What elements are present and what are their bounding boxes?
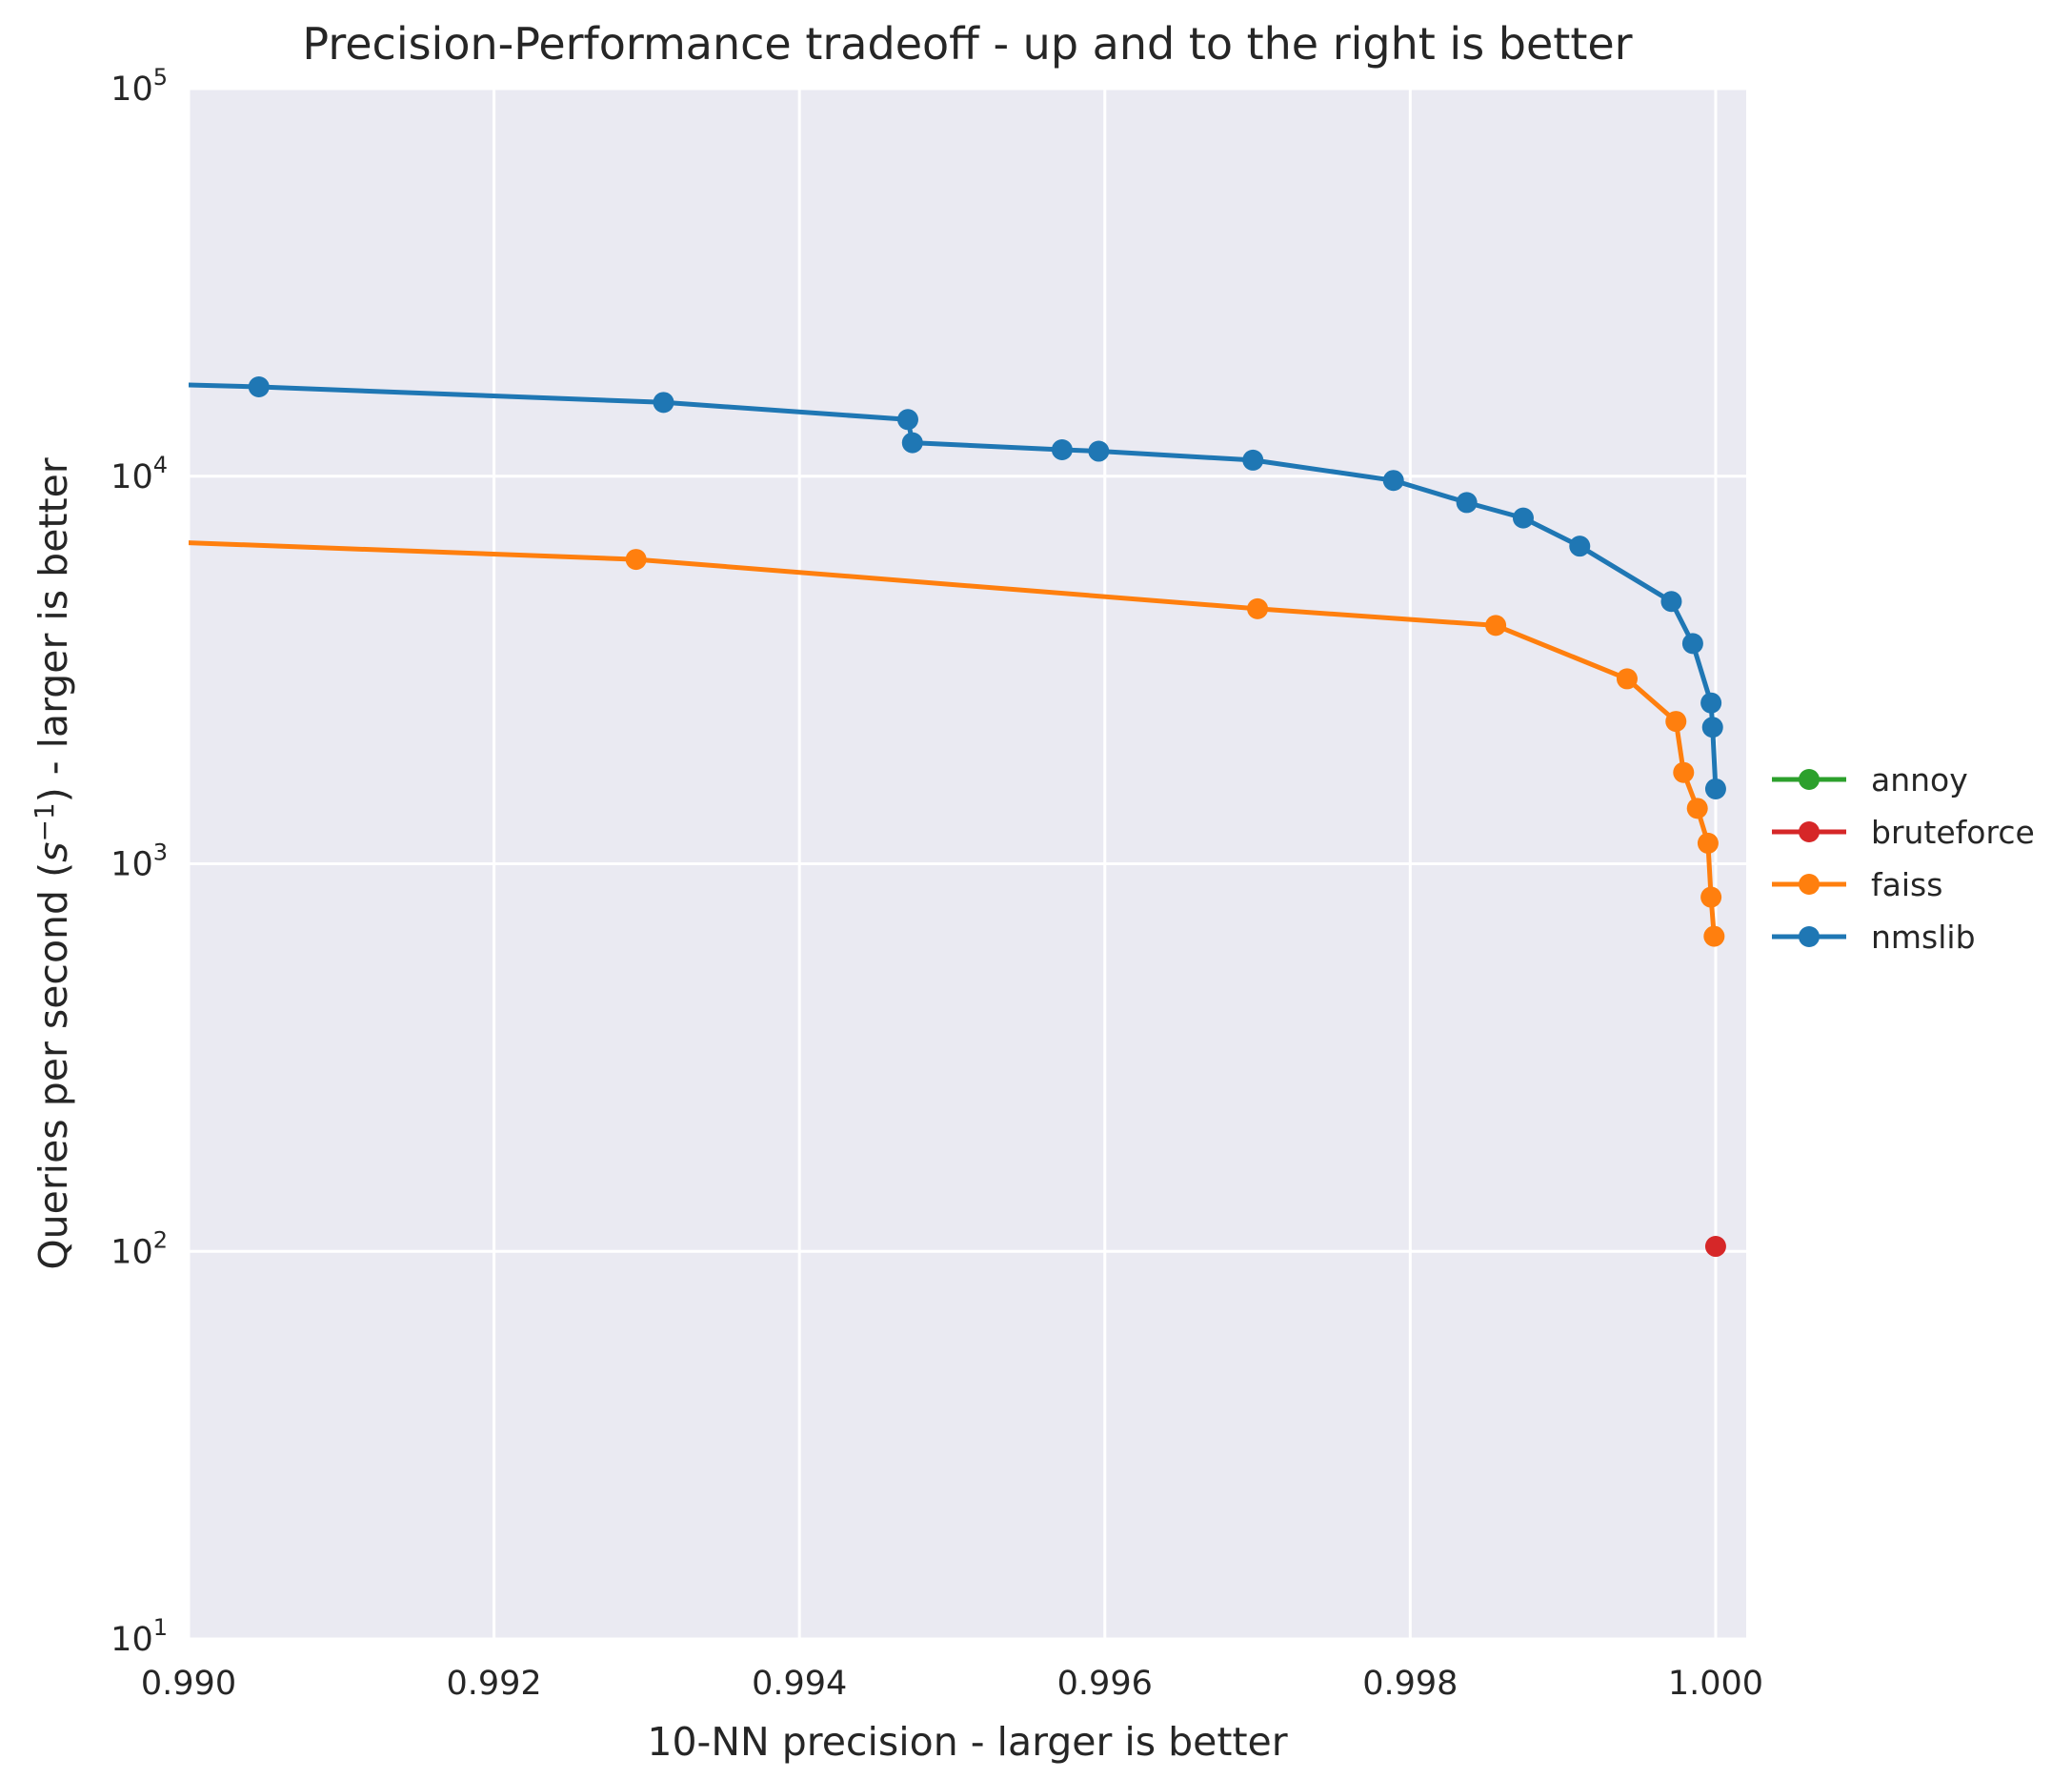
faiss-point	[1686, 798, 1708, 819]
legend-item-faiss: faiss	[1772, 866, 1942, 903]
legend-swatch-marker	[1799, 821, 1820, 842]
nmslib-point	[1382, 470, 1404, 492]
nmslib-point	[1051, 439, 1073, 461]
legend-swatch-marker	[1799, 926, 1820, 947]
nmslib-point	[1512, 507, 1534, 529]
x-tick-label: 0.992	[446, 1665, 541, 1703]
series-nmslib	[189, 376, 1726, 799]
faiss-point	[1673, 761, 1695, 783]
bruteforce-point	[1704, 1236, 1726, 1258]
legend-swatch-marker	[1799, 874, 1820, 895]
nmslib-point	[1701, 717, 1723, 738]
faiss-point	[1485, 615, 1507, 637]
legend-item-annoy: annoy	[1772, 761, 1968, 799]
y-tick-label: 105	[111, 64, 168, 109]
legend-label: annoy	[1871, 761, 1968, 799]
nmslib-point	[1088, 440, 1110, 462]
faiss-point	[625, 549, 647, 571]
y-tick-label: 104	[111, 452, 168, 496]
x-tick-label: 1.000	[1668, 1665, 1763, 1703]
nmslib-point	[901, 432, 923, 454]
legend: annoy bruteforce faiss nmslib	[1772, 761, 2035, 956]
x-tick-label: 0.998	[1362, 1665, 1458, 1703]
y-tick-label: 103	[111, 839, 168, 884]
nmslib-point	[1242, 449, 1264, 471]
y-axis-label-sup: −1	[29, 802, 60, 841]
nmslib-point	[1700, 692, 1722, 714]
legend-item-nmslib: nmslib	[1772, 919, 1976, 956]
nmslib-point	[653, 392, 674, 414]
series-faiss	[189, 540, 1725, 947]
series-bruteforce	[1704, 1236, 1726, 1258]
nmslib-point	[896, 409, 918, 431]
nmslib-point	[1569, 536, 1591, 557]
chart-title: Precision-Performance tradeoff - up and …	[302, 18, 1632, 70]
faiss-point	[1247, 597, 1269, 619]
x-tick-label: 0.996	[1057, 1665, 1153, 1703]
faiss-point	[1700, 886, 1722, 908]
series-layer	[189, 376, 1726, 1258]
legend-label: faiss	[1871, 866, 1942, 903]
y-axis-label: Queries per second (s−1) - larger is bet…	[29, 457, 76, 1269]
y-tick-label: 102	[111, 1226, 168, 1271]
x-axis-label: 10-NN precision - larger is better	[647, 1719, 1287, 1765]
x-tick-label: 0.994	[752, 1665, 847, 1703]
y-axis-label-before: Queries per second (	[30, 862, 76, 1270]
grid	[187, 87, 1746, 1641]
nmslib-point	[1681, 633, 1703, 655]
legend-label: nmslib	[1871, 919, 1976, 956]
nmslib-point	[1456, 492, 1478, 514]
y-axis-label-after: ) - larger is better	[30, 457, 76, 802]
legend-item-bruteforce: bruteforce	[1772, 814, 2035, 851]
y-tick-label: 101	[111, 1614, 168, 1659]
legend-label: bruteforce	[1871, 814, 2035, 851]
nmslib-point	[248, 376, 270, 398]
x-axis-ticks: 0.990 0.992 0.994 0.996 0.998 1.000	[141, 1665, 1763, 1703]
y-axis-label-var: s	[30, 842, 76, 862]
legend-swatch-marker	[1799, 769, 1820, 790]
nmslib-point	[1704, 778, 1726, 799]
faiss-point	[1697, 832, 1719, 854]
x-tick-label: 0.990	[141, 1665, 236, 1703]
nmslib-point	[1660, 591, 1682, 613]
faiss-point	[1665, 711, 1687, 733]
y-axis-ticks: 101 102 103 104 105	[111, 64, 168, 1659]
faiss-point	[1616, 668, 1638, 690]
faiss-point	[1703, 925, 1725, 947]
